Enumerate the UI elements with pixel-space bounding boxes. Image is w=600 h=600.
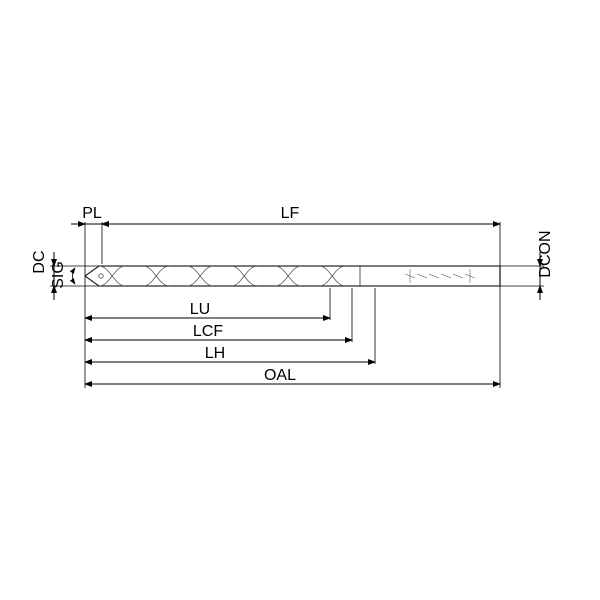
label-lu: LU <box>190 301 210 318</box>
label-dcon: DCON <box>537 230 554 277</box>
label-lh: LH <box>205 345 225 362</box>
dimension-lines <box>54 224 540 384</box>
technical-drawing: PL LF LU LCF LH OAL DCSIG DCON <box>0 0 600 600</box>
label-lcf: LCF <box>193 323 223 340</box>
label-pl: PL <box>82 205 102 222</box>
label-sig: SIG <box>50 261 67 289</box>
extension-lines <box>50 222 544 388</box>
label-dc: DC <box>31 250 48 273</box>
drill-illustration <box>72 266 500 286</box>
dimension-labels: PL LF LU LCF LH OAL DCSIG DCON <box>31 205 554 384</box>
label-oal: OAL <box>264 367 296 384</box>
label-lf: LF <box>281 205 300 222</box>
